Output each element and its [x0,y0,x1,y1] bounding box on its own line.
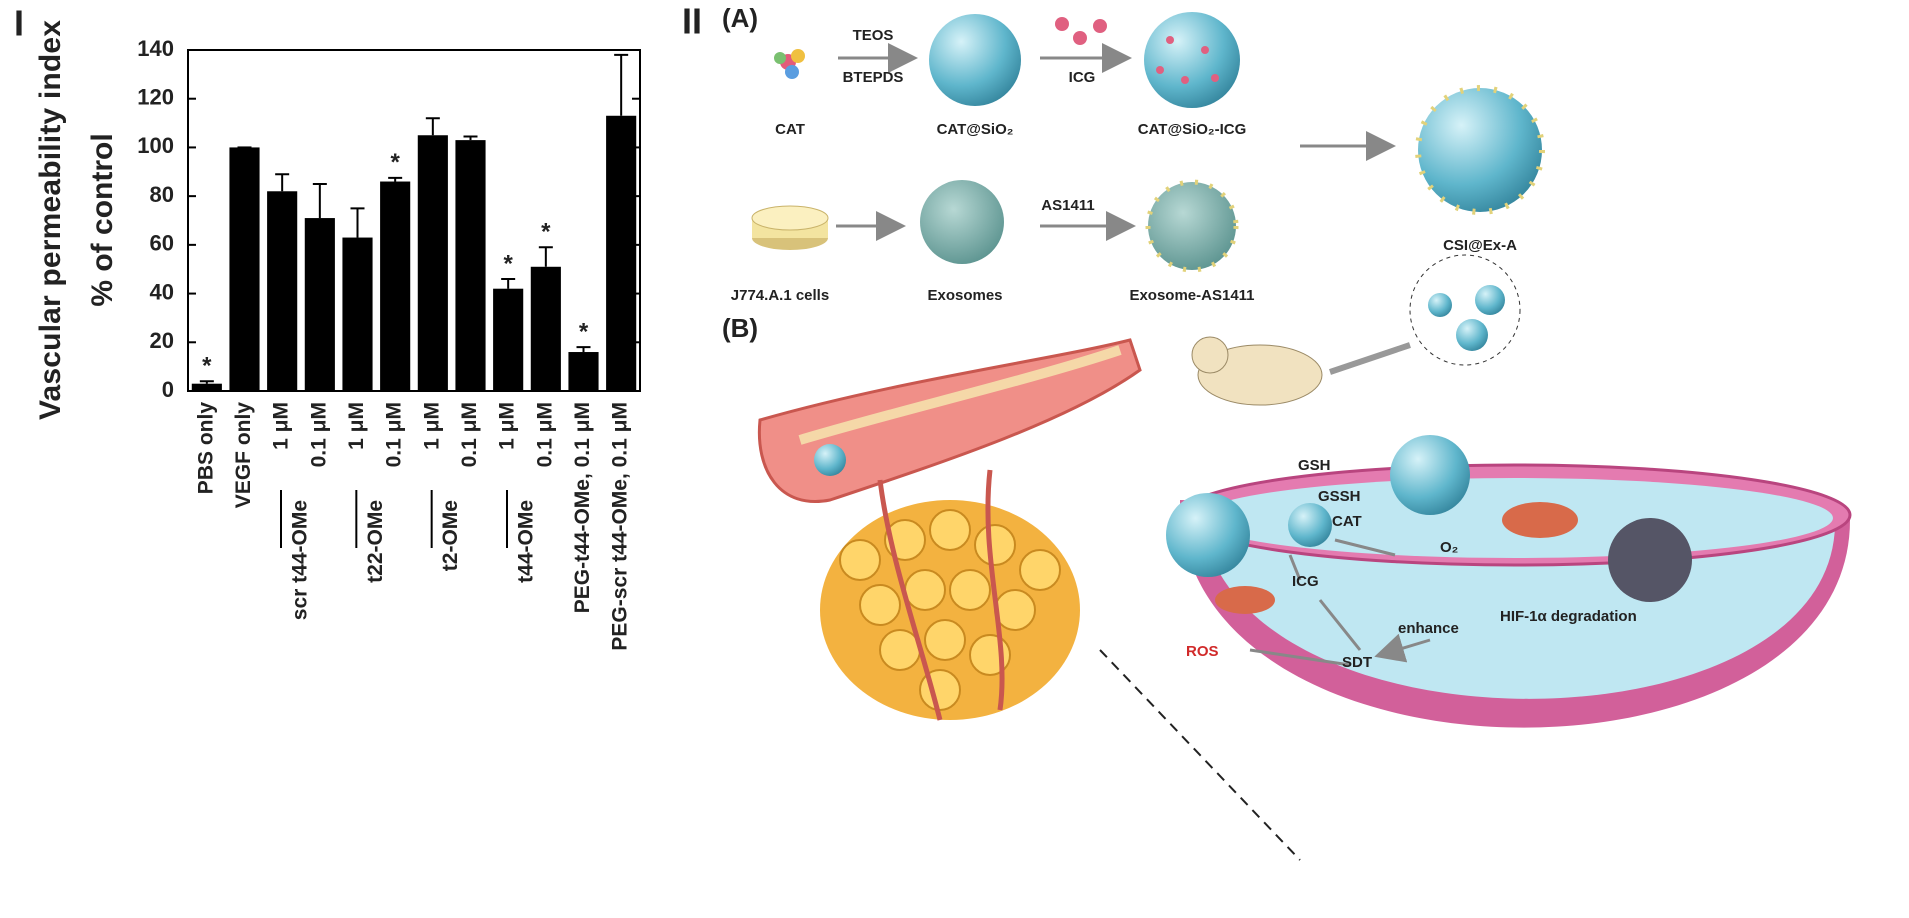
reagent-label: BTEPDS [843,69,904,86]
panel-label: I [14,3,24,44]
cell-label: enhance [1398,620,1459,637]
error-bar [614,53,629,116]
icg-icon [1055,17,1107,45]
exosome [920,180,1004,264]
error-bar [538,246,553,267]
part-label: (A) [722,3,758,33]
error-bar [576,346,591,353]
bar [229,147,260,391]
reagent-label: ICG [1069,69,1096,86]
cell-label: ROS [1186,643,1219,660]
part-label: (B) [722,313,758,343]
x-tick-label: 0.1 μM [458,402,481,467]
scheme-diagram: II (A) (B) TEOS BTEPDS ICG CAT@SiO₂ CAT … [682,1,1852,861]
group-label: scr t44-OMe [289,500,312,620]
x-tick-label: 1 μM [496,402,519,450]
node-label: CSI@Ex-A [1443,237,1517,254]
reagent-label: TEOS [853,27,894,44]
bar [568,352,599,391]
bar [530,266,561,391]
node-label: Exosome-AS1411 [1129,287,1254,304]
error-bar [199,380,214,384]
significance-marker: * [541,219,551,246]
plot-frame [187,49,641,392]
blood-vessel-and-tumor [757,338,1142,721]
exosome [1145,179,1239,273]
x-tick-label: 0.1 μM [383,402,406,467]
bar [455,140,486,391]
sphere [929,14,1021,106]
error-bar [350,207,365,238]
zoom-line [1099,649,1301,861]
y-tick-label: 0 [162,377,174,402]
significance-marker: * [202,353,212,380]
cell-label: CAT [1332,513,1362,530]
x-tick-label: VEGF only [232,402,255,509]
y-tick-label: 100 [137,133,174,158]
y-tick-label: 120 [137,85,174,110]
group-label: t2-OMe [439,500,462,571]
sphere [1415,85,1545,215]
bar [493,288,524,391]
x-tick-label: 0.1 μM [307,402,330,467]
x-tick-label: 0.1 μM [533,402,556,467]
node-label: CAT@SiO₂ [937,121,1014,138]
reagent-label: AS1411 [1041,197,1094,214]
sphere [1144,12,1240,108]
y-tick-label: 140 [137,36,174,61]
error-bar [425,117,440,136]
node-label: J774.A.1 cells [731,287,829,304]
cell-label: ICG [1292,573,1319,590]
error-bar [275,173,290,192]
group-label: t22-OMe [364,500,387,583]
x-tick-label: 1 μM [345,402,368,450]
bar [191,383,222,391]
y-tick-label: 60 [150,231,174,256]
y-axis-label: % of control [86,133,119,306]
cell-labels: GSH GSSH CAT O₂ ICG HIF-1α degradation R… [1186,457,1637,671]
bar [606,115,637,391]
significance-marker: * [390,149,400,176]
group-label: t44-OMe [515,500,538,583]
cell [1166,435,1852,728]
cell-label: HIF-1α degradation [1500,608,1637,625]
node-label: CAT [775,121,805,138]
y-tick-label: 80 [150,182,174,207]
node-label: CAT@SiO₂-ICG [1138,121,1247,138]
significance-marker: * [579,319,589,346]
cell-label: SDT [1342,654,1372,671]
bar [342,237,373,391]
y-tick-label: 40 [150,279,174,304]
error-bar [463,135,478,141]
y-tick-label: 20 [150,328,174,353]
x-tick-label: 1 μM [270,402,293,450]
error-bar [501,277,516,289]
x-tick-label: 1 μM [420,402,443,450]
bar [417,135,448,391]
bar-chart: I Vascular permeability index % of contr… [14,3,641,651]
x-tick-label: PEG-scr t44-OMe, 0.1 μM [609,402,632,651]
dish [751,205,829,250]
cell-label: GSSH [1318,488,1361,505]
cell-label: O₂ [1440,539,1458,556]
significance-marker: * [503,250,513,277]
bar [304,218,335,391]
panel-label: II [682,1,702,42]
mouse-and-syringe [1191,254,1521,406]
bar [267,191,298,391]
x-tick-label: PBS only [194,402,217,495]
error-bar [388,176,403,182]
cell-label: GSH [1298,457,1331,474]
y-axis-label: Vascular permeability index [34,20,67,420]
icg-dots [1156,36,1219,84]
x-tick-label: PEG-t44-OMe, 0.1 μM [571,402,594,613]
cat-icon [774,49,805,79]
node-label: Exosomes [927,287,1002,304]
error-bar [312,182,327,219]
bar [380,181,411,391]
